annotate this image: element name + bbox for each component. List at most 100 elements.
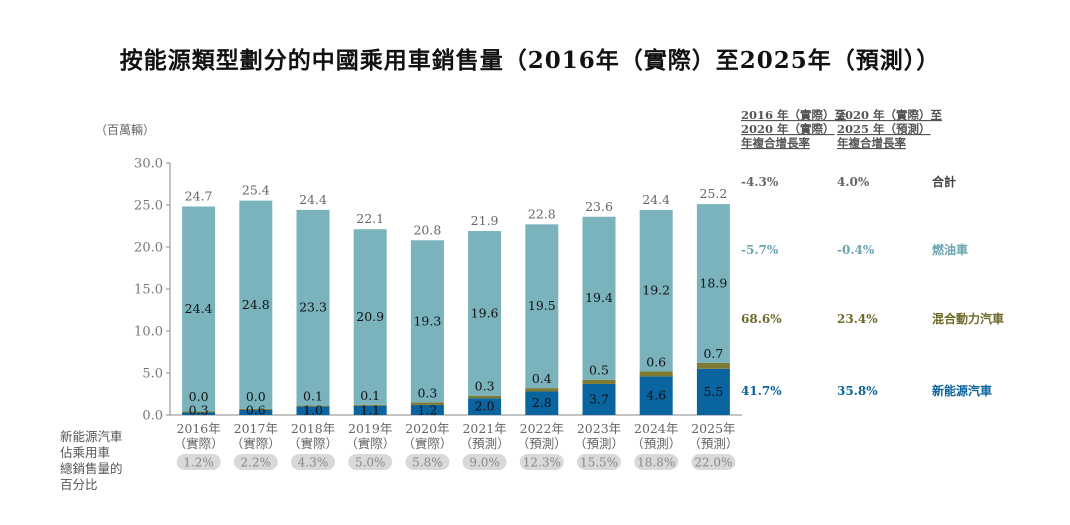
y-tick-label: 20.0 xyxy=(134,241,163,256)
nev-share-pill xyxy=(291,454,335,470)
hybrid-value-label: 0.7 xyxy=(703,346,723,361)
y-tick-label: 25.0 xyxy=(134,199,163,214)
hybrid-value-label: 0.6 xyxy=(646,354,666,369)
bar-fuel xyxy=(353,229,387,405)
x-category-label: 2019年 xyxy=(348,421,392,436)
total-label: 25.4 xyxy=(242,183,270,198)
bar-nev xyxy=(353,405,387,415)
total-label: 24.4 xyxy=(642,192,670,207)
nev-share-pill xyxy=(348,454,393,470)
x-category-sublabel: （實際） xyxy=(231,436,281,451)
x-category-sublabel: （實際） xyxy=(288,436,338,451)
fuel-value-label: 24.4 xyxy=(185,301,213,316)
cagr-value-2020-2025: 23.4% xyxy=(837,312,878,326)
cagr-header-2: 2025 年（預測） xyxy=(837,122,931,136)
bar-hybrid xyxy=(410,402,444,405)
bar-nev xyxy=(239,409,273,415)
unit-label: （百萬輛） xyxy=(95,123,155,137)
nev-value-label: 2.0 xyxy=(475,399,495,414)
y-tick-label: 0.0 xyxy=(142,409,163,424)
nev-share-pill xyxy=(577,454,621,470)
nev-share-label: 15.5% xyxy=(580,456,618,470)
cagr-value-2016-2020: -4.3% xyxy=(741,175,779,189)
series-label: 新能源汽車 xyxy=(932,383,992,398)
bar-nev xyxy=(525,391,559,415)
cagr-value-2020-2025: -0.4% xyxy=(837,243,875,257)
cagr-value-2016-2020: 41.7% xyxy=(741,384,782,398)
bar-nev xyxy=(296,406,330,415)
share-row-label: 新能源汽車 xyxy=(60,429,123,444)
cagr-header-1: 2020 年（實際） xyxy=(741,122,835,136)
fuel-value-label: 19.6 xyxy=(471,305,499,320)
x-category-label: 2025年 xyxy=(691,421,735,436)
chart-title: 按能源類型劃分的中國乘用車銷售量（2016年（實際）至2025年（預測）） xyxy=(120,47,941,74)
bar-hybrid xyxy=(696,362,730,369)
nev-value-label: 4.6 xyxy=(646,388,666,403)
fuel-value-label: 18.9 xyxy=(699,276,727,291)
fuel-value-label: 24.8 xyxy=(242,297,270,312)
bar-nev xyxy=(639,376,673,415)
series-label: 合計 xyxy=(932,174,956,189)
total-label: 25.2 xyxy=(699,186,727,201)
nev-share-label: 12.3% xyxy=(523,456,561,470)
hybrid-value-label: 0.1 xyxy=(360,388,380,403)
nev-share-label: 2.2% xyxy=(241,456,272,470)
nev-share-pill xyxy=(462,454,507,470)
nev-value-label: 1.0 xyxy=(303,403,323,418)
bar-fuel xyxy=(239,200,273,409)
cagr-value-2020-2025: 4.0% xyxy=(837,175,870,189)
hybrid-value-label: 0.1 xyxy=(303,389,323,404)
bar-nev xyxy=(468,398,502,415)
x-category-sublabel: （預測） xyxy=(574,436,624,451)
bar-fuel xyxy=(696,204,730,363)
x-category-label: 2020年 xyxy=(405,421,449,436)
x-category-sublabel: （預測） xyxy=(688,436,738,451)
bar-hybrid xyxy=(239,408,273,410)
share-layer: 1.2% 2.2% 4.3% 5.0% 5.8% 9.0% 12.3% 15.5% 18.8% 2… xyxy=(60,429,736,492)
bar-nev xyxy=(182,412,216,415)
x-category-label: 2018年 xyxy=(291,421,335,436)
bar-fuel xyxy=(525,224,559,389)
nev-value-label: 3.7 xyxy=(589,391,609,406)
share-row-label: 佔乘用車 xyxy=(60,445,110,460)
bar-fuel xyxy=(410,240,444,403)
series-label: 燃油車 xyxy=(932,242,968,257)
bar-nev xyxy=(582,383,616,415)
nev-share-label: 4.3% xyxy=(298,456,329,470)
nev-share-label: 9.0% xyxy=(469,456,500,470)
fuel-value-label: 20.9 xyxy=(356,309,384,324)
bar-hybrid xyxy=(525,388,559,392)
cagr-header-2: 年複合增長率 xyxy=(837,136,906,150)
fuel-value-label: 19.5 xyxy=(528,298,556,313)
total-label: 22.1 xyxy=(356,211,384,226)
nev-share-label: 1.2% xyxy=(183,456,214,470)
bar-hybrid xyxy=(353,404,387,406)
hybrid-value-label: 0.4 xyxy=(532,371,552,386)
cagr-header-1: 2016 年（實際）至 xyxy=(741,108,847,122)
nev-share-pill xyxy=(634,454,679,470)
series-label: 混合動力汽車 xyxy=(932,311,1004,326)
label-layer: 24.724.40.00.32016年（實際）25.424.80.00.6201… xyxy=(174,183,739,451)
x-category-sublabel: （實際） xyxy=(345,436,395,451)
x-category-label: 2022年 xyxy=(520,421,564,436)
bar-fuel xyxy=(296,209,330,406)
y-tick-label: 10.0 xyxy=(134,325,163,340)
cagr-value-2016-2020: 68.6% xyxy=(741,312,782,326)
nev-share-pill xyxy=(519,454,564,470)
nev-share-label: 18.8% xyxy=(637,456,675,470)
total-label: 22.8 xyxy=(528,206,556,221)
fuel-value-label: 19.4 xyxy=(585,290,613,305)
share-row-label: 總銷售量的 xyxy=(60,461,123,476)
x-category-label: 2021年 xyxy=(462,421,506,436)
cagr-header-1: 年複合增長率 xyxy=(741,136,810,150)
fuel-value-label: 19.2 xyxy=(642,283,670,298)
bar-fuel xyxy=(582,216,616,380)
nev-value-label: 0.6 xyxy=(246,403,266,418)
nev-share-label: 5.0% xyxy=(355,456,386,470)
total-label: 23.6 xyxy=(585,199,613,214)
hybrid-value-label: 0.0 xyxy=(246,389,266,404)
bar-hybrid xyxy=(182,411,216,413)
fuel-value-label: 23.3 xyxy=(299,300,327,315)
